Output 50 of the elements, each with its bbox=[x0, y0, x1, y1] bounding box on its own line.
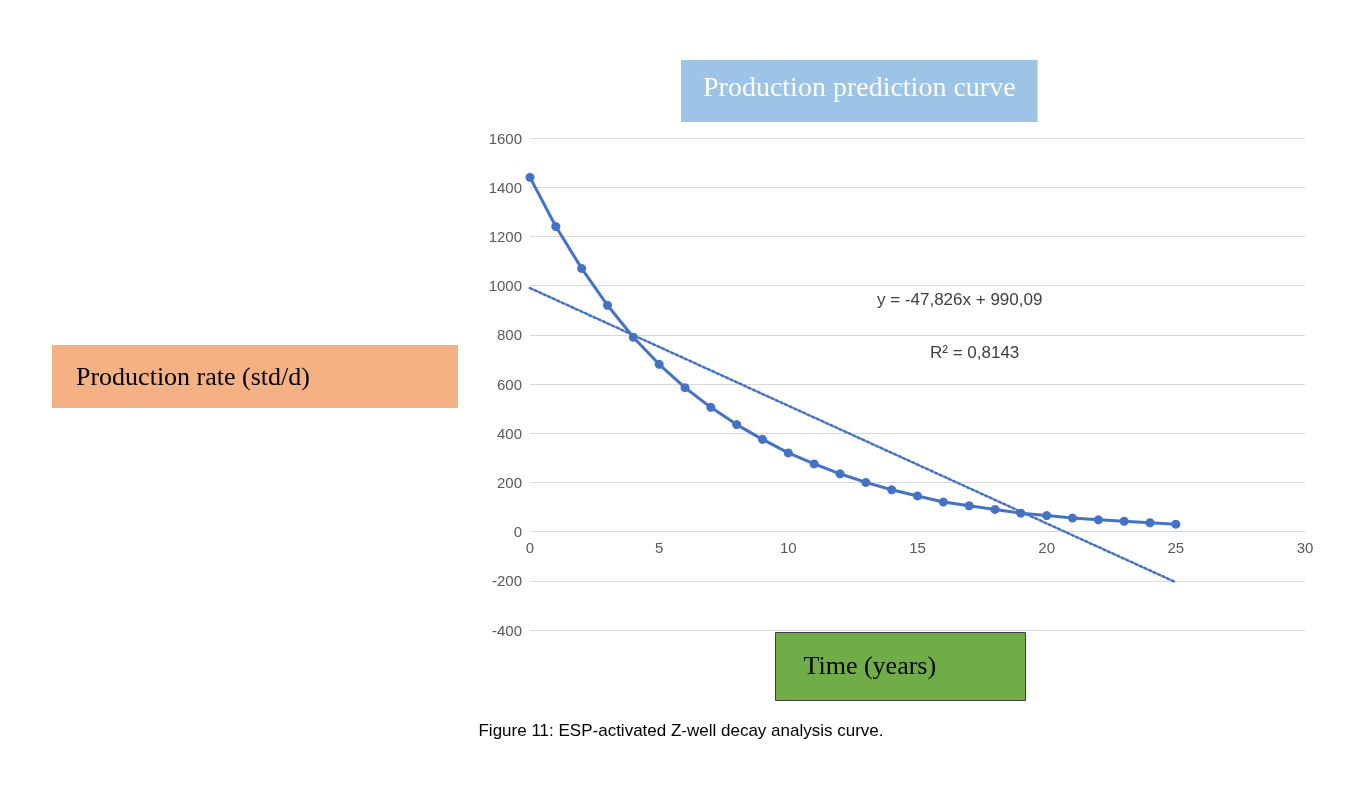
chart-title: Production prediction curve bbox=[703, 70, 1016, 102]
point bbox=[1093, 515, 1103, 525]
point bbox=[964, 501, 974, 511]
point bbox=[990, 504, 1000, 514]
point bbox=[603, 300, 612, 310]
point bbox=[913, 491, 922, 501]
point bbox=[525, 172, 535, 182]
x-tick-label: 10 bbox=[779, 538, 797, 556]
point bbox=[887, 485, 897, 495]
y-tick-label: 0 bbox=[513, 523, 522, 541]
point bbox=[783, 448, 793, 458]
point bbox=[809, 459, 819, 469]
y-tick-label: 1200 bbox=[488, 227, 522, 245]
y-tick-label: 1600 bbox=[488, 129, 522, 147]
y-tick-label: -400 bbox=[491, 621, 522, 639]
y-tick-label: 1000 bbox=[488, 277, 522, 295]
point bbox=[654, 359, 664, 369]
x-tick-label: 20 bbox=[1038, 538, 1056, 556]
x-axis-title: Time (years) bbox=[803, 651, 937, 680]
y-tick-label: 1400 bbox=[488, 178, 522, 196]
text: Production rate (std/d) bbox=[76, 361, 310, 391]
point bbox=[1042, 511, 1052, 521]
y-tick-label: 200 bbox=[496, 473, 522, 491]
point bbox=[551, 222, 561, 232]
point bbox=[577, 263, 587, 273]
x-tick-label: 5 bbox=[654, 538, 664, 556]
point bbox=[861, 477, 871, 487]
point bbox=[1171, 519, 1181, 529]
point bbox=[1016, 508, 1026, 518]
point bbox=[938, 497, 948, 507]
point bbox=[680, 383, 690, 393]
point bbox=[1145, 518, 1155, 528]
y-tick-label: 400 bbox=[496, 424, 522, 442]
x-tick-label: 30 bbox=[1296, 538, 1314, 556]
point bbox=[706, 402, 716, 412]
annotation: R² = 0,8143 bbox=[930, 343, 1020, 362]
x-tick-label: 0 bbox=[525, 538, 535, 556]
point bbox=[1068, 513, 1077, 523]
x-tick-label: 25 bbox=[1167, 538, 1185, 556]
point bbox=[1119, 516, 1129, 526]
x-tick-label: 15 bbox=[909, 538, 926, 556]
point bbox=[732, 420, 742, 430]
point bbox=[835, 469, 845, 479]
point bbox=[628, 332, 638, 342]
annotation: y = -47,826x + 990,09 bbox=[877, 290, 1043, 309]
y-tick-label: 800 bbox=[496, 326, 522, 344]
y-tick-label: -200 bbox=[491, 572, 522, 590]
y-tick-label: 600 bbox=[496, 375, 522, 393]
point bbox=[758, 434, 767, 444]
caption: Figure 11: ESP-activated Z-well decay analysis curve. bbox=[478, 721, 884, 740]
